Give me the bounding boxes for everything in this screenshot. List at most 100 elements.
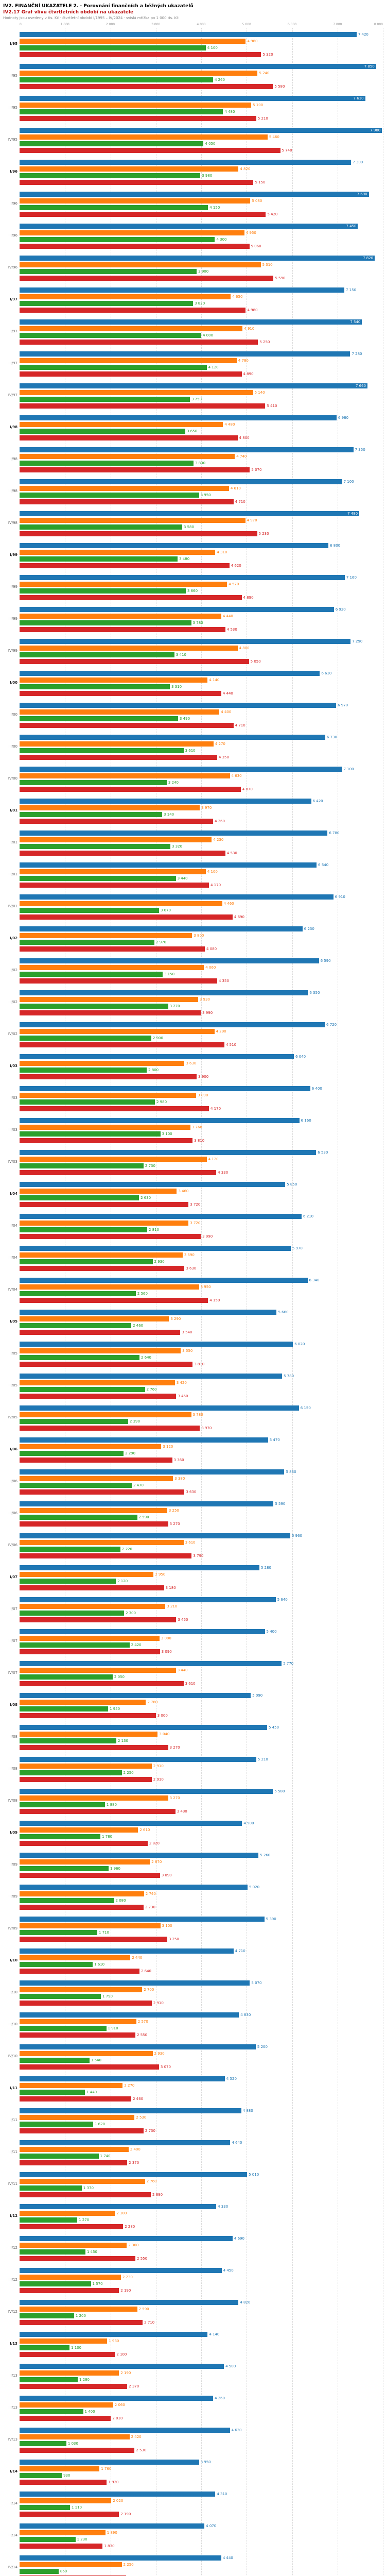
bar-row: 1 450	[20, 2248, 383, 2255]
bar-row: 1 570	[20, 2280, 383, 2287]
bar-value: 1 910	[108, 2026, 118, 2030]
bar-row: 1 110	[20, 2504, 383, 2511]
bar	[20, 1674, 113, 1680]
bar-value: 860	[60, 2569, 67, 2573]
bar-row: 7 610	[20, 95, 383, 101]
bar-value: 4 890	[243, 371, 254, 376]
bar-row: 4 350	[20, 754, 383, 760]
bar	[20, 2543, 103, 2549]
bar-value: 5 420	[267, 212, 278, 216]
bar-row: 4 070	[20, 2522, 383, 2529]
bar	[20, 1054, 294, 1059]
bar-value: 4 890	[243, 595, 254, 600]
bar-value: 5 470	[269, 1437, 280, 1442]
bar	[20, 1163, 144, 1168]
bar	[20, 1629, 265, 1634]
bar	[20, 677, 208, 683]
bar-value: 2 100	[116, 2211, 127, 2215]
bar-group: IV/07 5 770 3 440 2 050 3 610	[8, 1657, 383, 1689]
bar-value: 2 130	[117, 1738, 129, 1743]
bar-row: 2 270	[20, 2082, 383, 2089]
bar-value: 3 270	[169, 1521, 180, 1526]
bar: 7 660	[20, 383, 367, 388]
bar	[20, 435, 238, 440]
bar	[20, 415, 337, 420]
bar-value: 3 980	[202, 173, 213, 178]
bar	[20, 2377, 78, 2382]
bar	[20, 307, 246, 313]
bar-row: 3 090	[20, 1872, 383, 1878]
bar-value: 2 700	[144, 1987, 154, 1992]
bar-row: 1 910	[20, 2025, 383, 2031]
bar-row: 2 640	[20, 1968, 383, 1974]
bar-value: 2 060	[114, 2402, 125, 2407]
bar-row: 5 080	[20, 197, 383, 204]
bar-row: 2 080	[20, 1897, 383, 1904]
bar-value: 3 540	[182, 1330, 192, 1334]
bar-group: III/95 7 610 5 100 4 480 5 210	[9, 92, 383, 124]
bar-row: 3 810	[20, 1361, 383, 1367]
bar	[20, 1521, 168, 1527]
bar-row: 1 960	[20, 1865, 383, 1872]
group-label: I/98	[10, 425, 17, 429]
bar-row: 1 620	[20, 2121, 383, 2127]
bar-row: 5 580	[20, 83, 383, 90]
bar-row: 4 530	[20, 850, 383, 856]
bar-row: 5 020	[20, 1884, 383, 1890]
bar	[20, 1380, 175, 1385]
bar-row: 5 580	[20, 1788, 383, 1794]
bar-group: IV/04 6 340 3 950 2 560 4 150	[8, 1274, 383, 1306]
bar-row: 6 980	[20, 414, 383, 421]
bar-value: 3 780	[192, 620, 203, 625]
bar	[20, 734, 325, 740]
bar-value: 7 690	[357, 192, 367, 196]
group-label: IV/02	[8, 1032, 17, 1036]
group-label: IV/09	[8, 1926, 17, 1930]
bar	[20, 1916, 265, 1922]
bar-row: 2 870	[20, 1858, 383, 1865]
bar-row: 4 820	[20, 165, 383, 172]
bar-value: 4 310	[217, 2492, 227, 2496]
bar-row: 3 820	[20, 300, 383, 307]
bar-row: 3 250	[20, 1936, 383, 1942]
bar	[20, 268, 197, 274]
bar-value: 2 470	[133, 1483, 144, 1487]
bar-value: 3 320	[171, 844, 183, 849]
bar	[20, 109, 223, 114]
bar-value: 3 270	[169, 1795, 180, 1800]
bar	[20, 211, 266, 217]
bar-value: 7 450	[346, 224, 357, 228]
bar: 7 850	[20, 63, 376, 69]
bar-group: IV/96 7 820 5 310 3 900 5 590	[8, 251, 383, 283]
group-label: I/00	[10, 681, 17, 685]
bar	[20, 1660, 282, 1666]
bar	[20, 869, 206, 874]
bar	[20, 1259, 153, 1264]
bar-value: 4 000	[203, 333, 214, 337]
bar-group: IV/13 4 630 2 420 1 030 2 530	[8, 2424, 383, 2455]
bar	[20, 243, 250, 249]
bar-value: 3 790	[193, 1553, 204, 1558]
bar-value: 5 390	[266, 1917, 276, 1921]
bar-row: 2 970	[20, 939, 383, 945]
bar	[20, 1788, 273, 1794]
bar-value: 1 400	[84, 2409, 95, 2414]
bar-row: 4 690	[20, 913, 383, 920]
bar-row: 2 890	[20, 2191, 383, 2198]
bar-row: 6 340	[20, 1277, 383, 1283]
bar-row: 4 630	[20, 2427, 383, 2433]
bar-row: 4 710	[20, 722, 383, 728]
bar-row: 1 950	[20, 1705, 383, 1712]
bar	[20, 2192, 151, 2197]
bar	[20, 2178, 145, 2184]
bar-value: 5 590	[275, 1501, 286, 1506]
bar-value: 3 990	[202, 1010, 213, 1015]
bar-row: 3 550	[20, 1347, 383, 1354]
bar	[20, 843, 170, 849]
bar-chart: I/95 7 420 4 980 4 100 5 320 II/95 7 850 5 240 4…	[0, 28, 386, 2576]
bar-group: II/09 5 260 2 870 1 960 3 090	[10, 1849, 383, 1880]
bar-value: 4 690	[234, 914, 244, 919]
group-label: IV/08	[8, 1799, 17, 1803]
bar-value: 4 910	[244, 326, 255, 331]
x-tick-label: 7 000	[333, 23, 342, 26]
